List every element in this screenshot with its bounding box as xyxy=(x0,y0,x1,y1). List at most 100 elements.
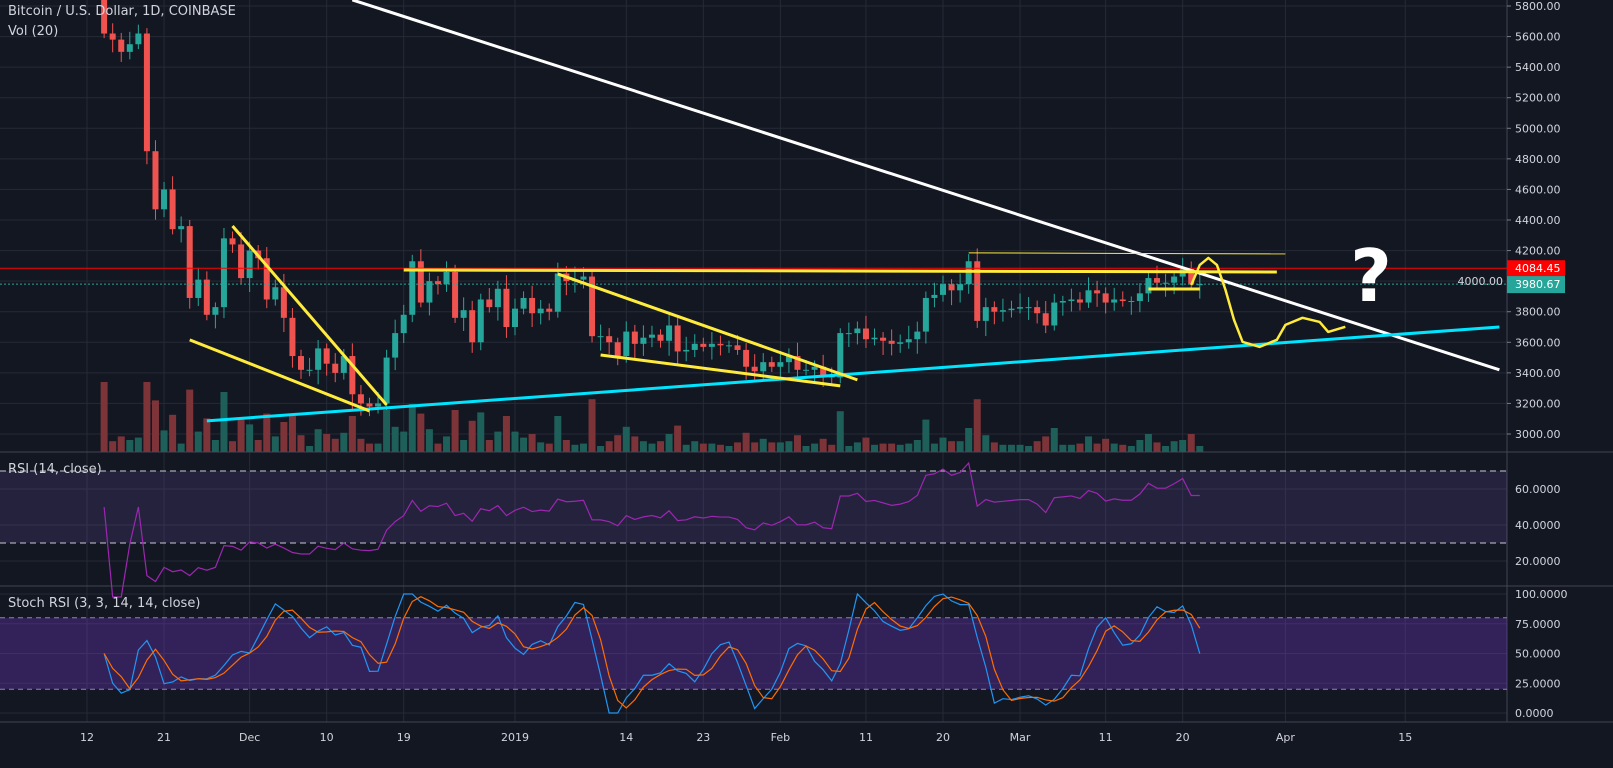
candle-body xyxy=(1145,278,1152,294)
volume-bar xyxy=(365,443,373,452)
candle-body xyxy=(306,369,313,371)
volume-bar xyxy=(990,442,998,452)
date-tick-label: Feb xyxy=(771,731,790,744)
price-label-badge xyxy=(1507,260,1565,278)
volume-bar xyxy=(768,442,776,452)
volume-bar xyxy=(1042,436,1050,452)
volume-bar xyxy=(297,435,305,452)
candle-body xyxy=(1171,276,1178,283)
candle-body xyxy=(897,342,904,344)
candle-body xyxy=(623,331,630,357)
volume-bar xyxy=(819,438,827,452)
volume-bar xyxy=(631,436,639,452)
volume-bar xyxy=(811,443,819,452)
candle-body xyxy=(1188,268,1195,285)
volume-bar xyxy=(246,424,254,452)
candle-body xyxy=(357,394,364,404)
candle-body xyxy=(717,343,724,346)
volume-bar xyxy=(999,444,1007,452)
volume-bar xyxy=(862,437,870,452)
candle-body xyxy=(238,244,245,279)
candle-body xyxy=(845,333,852,335)
volume-bar xyxy=(1110,443,1118,452)
volume-bar xyxy=(776,442,784,452)
candle-body xyxy=(905,339,912,343)
volume-bar xyxy=(973,399,981,452)
volume-bar xyxy=(614,435,622,452)
rsi-label: RSI (14, close) xyxy=(8,462,102,477)
volume-bar xyxy=(126,440,134,452)
candle-body xyxy=(220,238,227,308)
volume-bar xyxy=(1102,438,1110,452)
candle-body xyxy=(940,284,946,295)
volume-bar xyxy=(1119,444,1127,452)
candle-body xyxy=(862,328,869,340)
trend-line xyxy=(600,353,841,388)
candle-body xyxy=(203,279,210,315)
volume-bar xyxy=(417,413,425,452)
volume-bar xyxy=(477,412,485,452)
candle-body xyxy=(469,310,476,343)
volume-bar xyxy=(331,438,339,452)
volume-bar xyxy=(699,443,707,452)
symbol-title: Bitcoin / U.S. Dollar, 1D, COINBASE xyxy=(8,4,236,19)
date-tick-label: 15 xyxy=(1398,731,1412,744)
candle-body xyxy=(186,226,193,298)
candle-body xyxy=(375,403,382,407)
volume-bar xyxy=(562,440,570,452)
volume-bar xyxy=(494,431,502,452)
candle-body xyxy=(400,314,407,334)
candle-body xyxy=(948,284,955,291)
volume-bar xyxy=(597,446,605,452)
date-tick-label: Apr xyxy=(1276,731,1296,744)
candle-body xyxy=(392,333,399,358)
volume-bar xyxy=(314,429,322,452)
volume-bar xyxy=(537,442,545,452)
candle-body xyxy=(700,343,707,347)
price-label-badge xyxy=(1507,276,1565,294)
candle-body xyxy=(1076,299,1083,303)
candle-body xyxy=(298,356,304,370)
candle-body xyxy=(460,310,467,318)
candle-body xyxy=(1034,307,1041,314)
volume-bar xyxy=(425,429,433,452)
stoch-tick-label: 0.0000 xyxy=(1515,707,1554,720)
candle-body xyxy=(417,261,424,303)
candle-body xyxy=(691,343,698,350)
volume-bar xyxy=(588,399,596,452)
trend-line xyxy=(557,272,858,382)
candle-body xyxy=(957,284,964,291)
candle-body xyxy=(683,349,690,352)
candle-body xyxy=(263,258,270,300)
trend-line xyxy=(403,268,1277,274)
candle-body xyxy=(1042,313,1049,326)
date-tick-label: 14 xyxy=(619,731,633,744)
price-tick-label: 3200.00 xyxy=(1515,397,1561,410)
volume-bar xyxy=(845,446,853,452)
volume-bar xyxy=(579,443,587,452)
rsi-line xyxy=(103,461,1200,598)
date-tick-label: Mar xyxy=(1010,731,1031,744)
question-mark-annotation: ? xyxy=(1350,234,1392,318)
candle-body xyxy=(143,33,150,152)
date-tick-label: 21 xyxy=(157,731,171,744)
date-tick-label: 2019 xyxy=(501,731,529,744)
candle-body xyxy=(529,297,536,314)
candle-body xyxy=(922,297,929,332)
date-tick-label: 11 xyxy=(859,731,873,744)
volume-bar xyxy=(203,418,211,452)
candle-body xyxy=(409,261,416,315)
volume-bar xyxy=(982,435,990,452)
candle-body xyxy=(434,281,441,285)
volume-bar xyxy=(1076,443,1084,452)
candle-body xyxy=(837,333,844,378)
volume-bar xyxy=(1059,444,1067,452)
candle-body xyxy=(1162,282,1169,284)
volume-bar xyxy=(605,441,613,452)
volume-bar xyxy=(169,414,177,452)
price-tick-label: 5800.00 xyxy=(1515,0,1561,13)
volume-bar xyxy=(734,442,742,452)
trend-line xyxy=(189,338,371,413)
volume-bar xyxy=(948,441,956,452)
